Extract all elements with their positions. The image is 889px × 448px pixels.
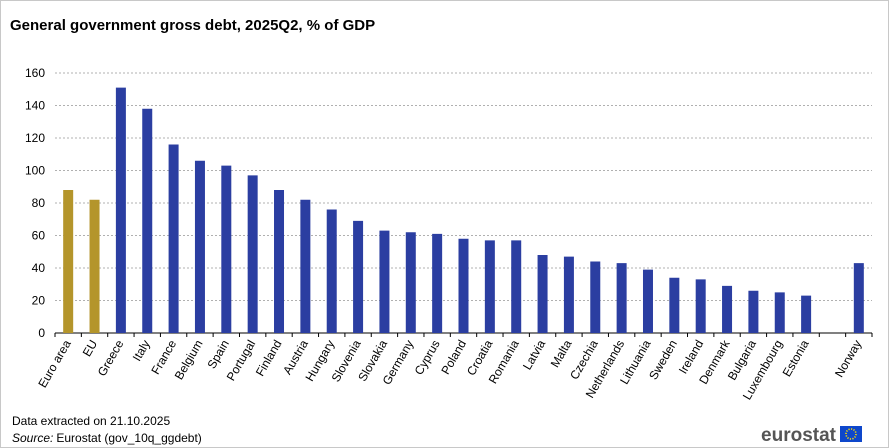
source-text: Eurostat (gov_10q_ggdebt) [56,431,201,445]
bar [511,240,522,333]
y-tick-label: 0 [38,326,45,340]
bar [484,240,495,333]
bar [142,108,153,333]
note: Data extracted on 21.10.2025 [12,414,170,428]
bar [563,256,574,333]
y-tick-label: 60 [32,229,46,243]
y-tick-label: 140 [25,99,45,113]
bar [458,238,469,333]
y-tick-label: 40 [32,261,46,275]
y-tick-label: 100 [25,164,45,178]
bar [221,165,232,333]
source: Source: Eurostat (gov_10q_ggdebt) [12,431,202,445]
y-tick-label: 20 [32,294,46,308]
bar [300,199,311,333]
bar [642,269,653,333]
y-tick-label: 80 [32,196,46,210]
bar [274,190,285,333]
bar [616,263,627,333]
bar [537,255,548,333]
bar [89,199,100,333]
bar [722,285,733,333]
bar [432,233,443,333]
bar [247,175,258,333]
bar [695,279,706,333]
bar [774,292,785,333]
bar [326,209,337,333]
bar [115,87,126,333]
bar [379,230,390,333]
logo-text: eurostat [761,425,837,446]
bar [405,232,416,333]
y-tick-label: 160 [25,66,45,80]
bar [353,220,364,333]
bar [669,277,680,333]
bar [63,190,74,333]
bar [801,295,812,333]
eu-flag [840,426,862,442]
bar [590,261,601,333]
bar [853,263,864,333]
y-tick-label: 120 [25,131,45,145]
source-label: Source: [12,431,53,445]
eu-stars [845,428,857,440]
bar [748,290,759,333]
bar [194,160,205,333]
chart-title: General government gross debt, 2025Q2, %… [10,17,375,34]
bar [168,144,179,333]
